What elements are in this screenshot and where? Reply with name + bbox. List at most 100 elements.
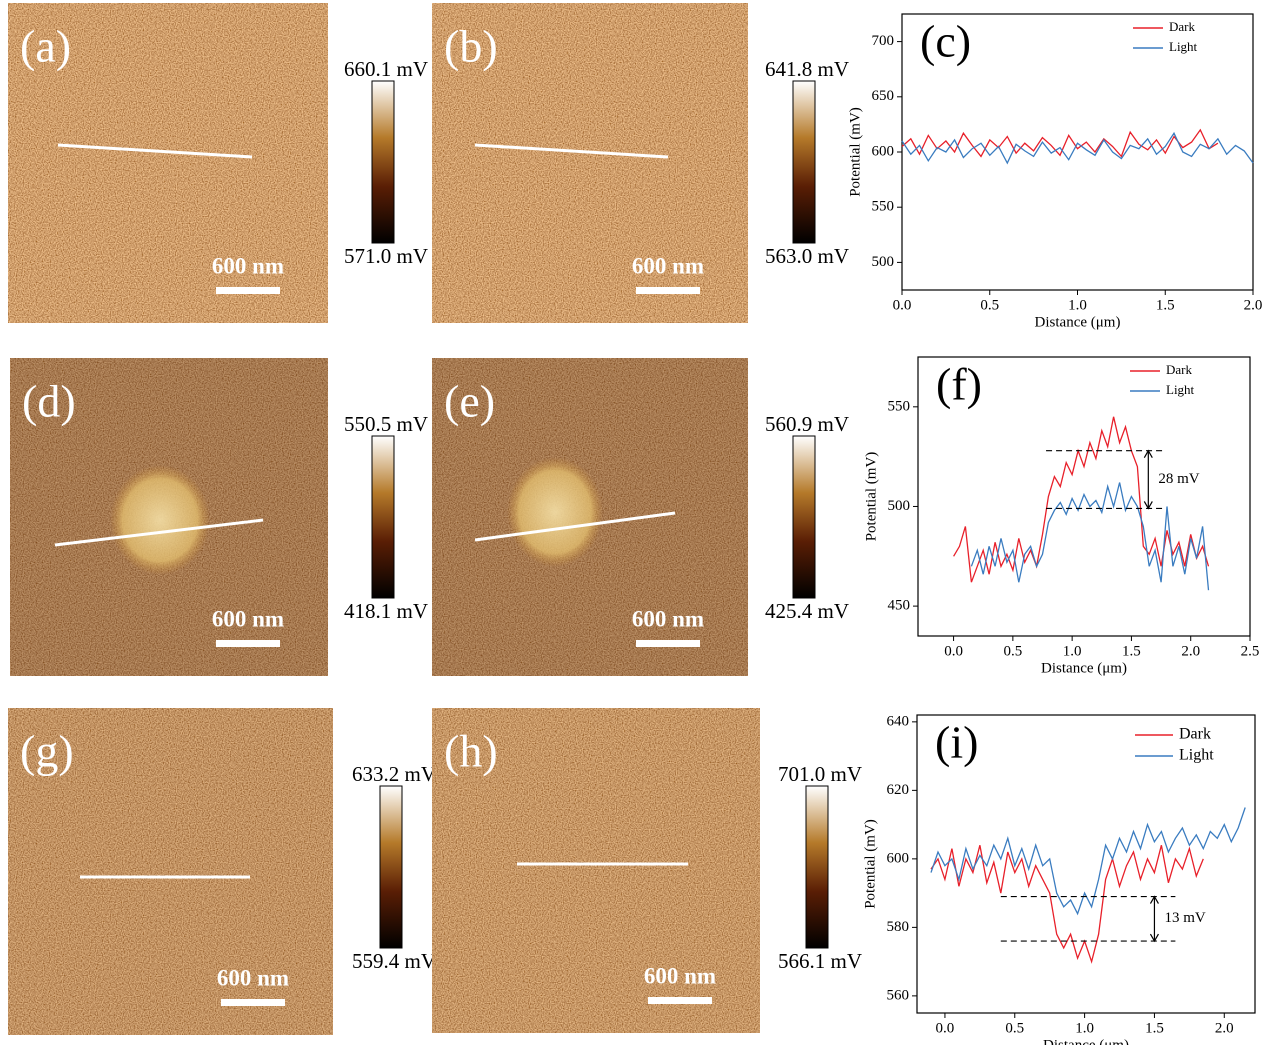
x-tick-label: 1.0 xyxy=(1068,297,1087,313)
x-axis-label: Distance (μm) xyxy=(1041,660,1127,676)
panel-label: (e) xyxy=(444,376,495,427)
scale-bar xyxy=(636,640,700,647)
y-tick-label: 560 xyxy=(887,987,910,1003)
scale-bar-label: 600 nm xyxy=(212,253,284,278)
y-tick-label: 650 xyxy=(872,88,895,104)
legend-label: Light xyxy=(1166,382,1195,397)
scale-bar xyxy=(648,997,712,1004)
x-tick-label: 1.0 xyxy=(1063,643,1082,659)
panel-label: (f) xyxy=(936,359,982,410)
scale-bar-label: 600 nm xyxy=(212,606,284,631)
x-tick-label: 2.0 xyxy=(1244,297,1263,313)
x-tick-label: 0.5 xyxy=(1005,1020,1024,1036)
colorbar-max: 660.1 mV xyxy=(344,57,428,81)
x-tick-label: 0.0 xyxy=(893,297,912,313)
colorbar xyxy=(792,435,816,599)
colorbar-min: 566.1 mV xyxy=(778,949,862,973)
y-axis-label: Potential (mV) xyxy=(863,452,879,542)
difference-label: 28 mV xyxy=(1158,471,1199,487)
scale-bar xyxy=(636,287,700,294)
scale-bar xyxy=(221,999,285,1006)
colorbar-max: 641.8 mV xyxy=(765,57,849,81)
particle xyxy=(507,457,603,567)
series-line xyxy=(970,482,1210,591)
series-line xyxy=(901,131,1254,165)
colorbar-max: 550.5 mV xyxy=(344,412,428,436)
x-tick-label: 0.0 xyxy=(936,1020,955,1036)
afm-image xyxy=(8,708,333,1035)
scale-bar-label: 600 nm xyxy=(632,606,704,631)
particle xyxy=(110,465,210,575)
panel-label: (d) xyxy=(22,376,76,427)
y-tick-label: 550 xyxy=(872,199,895,215)
profile-line xyxy=(474,143,669,159)
colorbar-max: 560.9 mV xyxy=(765,412,849,436)
image-shade xyxy=(8,708,333,1035)
panel-label: (h) xyxy=(444,726,498,777)
scale-bar-label: 600 nm xyxy=(632,253,704,278)
profile-line xyxy=(57,143,253,159)
colorbar-min: 559.4 mV xyxy=(352,949,436,973)
series-line xyxy=(953,416,1210,583)
colorbar xyxy=(792,80,816,244)
colorbar-max: 701.0 mV xyxy=(778,762,862,786)
x-tick-label: 1.5 xyxy=(1145,1020,1164,1036)
arrow-head xyxy=(1149,895,1159,943)
y-tick-label: 500 xyxy=(872,254,895,270)
profile-line xyxy=(54,518,264,547)
x-tick-label: 2.0 xyxy=(1181,643,1200,659)
y-tick-label: 580 xyxy=(887,919,910,935)
panel-label: (a) xyxy=(20,21,71,72)
colorbar xyxy=(371,80,395,244)
legend-label: Dark xyxy=(1166,362,1192,377)
afm-image xyxy=(432,3,748,323)
y-tick-label: 600 xyxy=(887,850,910,866)
y-tick-label: 550 xyxy=(888,398,911,414)
y-tick-label: 700 xyxy=(872,33,895,49)
legend-label: Dark xyxy=(1169,19,1195,34)
colorbar-min: 425.4 mV xyxy=(765,599,849,623)
y-axis-label: Potential (mV) xyxy=(862,819,878,909)
x-tick-label: 0.5 xyxy=(980,297,999,313)
panel-label: (b) xyxy=(444,21,498,72)
legend-label: Light xyxy=(1179,747,1214,764)
colorbar xyxy=(379,785,403,949)
panel-label: (g) xyxy=(20,726,74,777)
arrow-head xyxy=(1143,449,1153,510)
x-tick-label: 0.0 xyxy=(944,643,963,659)
plot-frame xyxy=(916,714,1256,1014)
y-tick-label: 620 xyxy=(887,782,910,798)
x-tick-label: 0.5 xyxy=(1003,643,1022,659)
x-axis-label: Distance (μm) xyxy=(1043,1037,1129,1045)
x-tick-label: 1.5 xyxy=(1122,643,1141,659)
colorbar-min: 563.0 mV xyxy=(765,244,849,268)
x-axis-label: Distance (μm) xyxy=(1035,314,1121,330)
afm-image xyxy=(8,3,328,323)
colorbar xyxy=(371,435,395,599)
image-shade xyxy=(432,708,760,1033)
colorbar-min: 571.0 mV xyxy=(344,244,428,268)
x-tick-label: 2.5 xyxy=(1241,643,1260,659)
y-axis-label: Potential (mV) xyxy=(847,107,863,197)
profile-line xyxy=(474,511,676,542)
panel-label: (c) xyxy=(920,16,971,67)
y-tick-label: 640 xyxy=(887,713,910,729)
y-tick-label: 600 xyxy=(872,143,895,159)
y-tick-label: 500 xyxy=(888,498,911,514)
x-tick-label: 1.0 xyxy=(1075,1020,1094,1036)
legend-label: Dark xyxy=(1179,726,1211,743)
colorbar-min: 418.1 mV xyxy=(344,599,428,623)
colorbar-max: 633.2 mV xyxy=(352,762,436,786)
x-tick-label: 1.5 xyxy=(1156,297,1175,313)
series-line xyxy=(930,807,1246,916)
series-line xyxy=(930,845,1204,964)
legend-label: Light xyxy=(1169,39,1198,54)
panel-label: (i) xyxy=(935,717,978,768)
scale-bar xyxy=(216,287,280,294)
x-tick-label: 2.0 xyxy=(1215,1020,1234,1036)
plot-frame xyxy=(917,356,1251,637)
y-tick-label: 450 xyxy=(888,598,911,614)
series-line xyxy=(901,128,1219,158)
